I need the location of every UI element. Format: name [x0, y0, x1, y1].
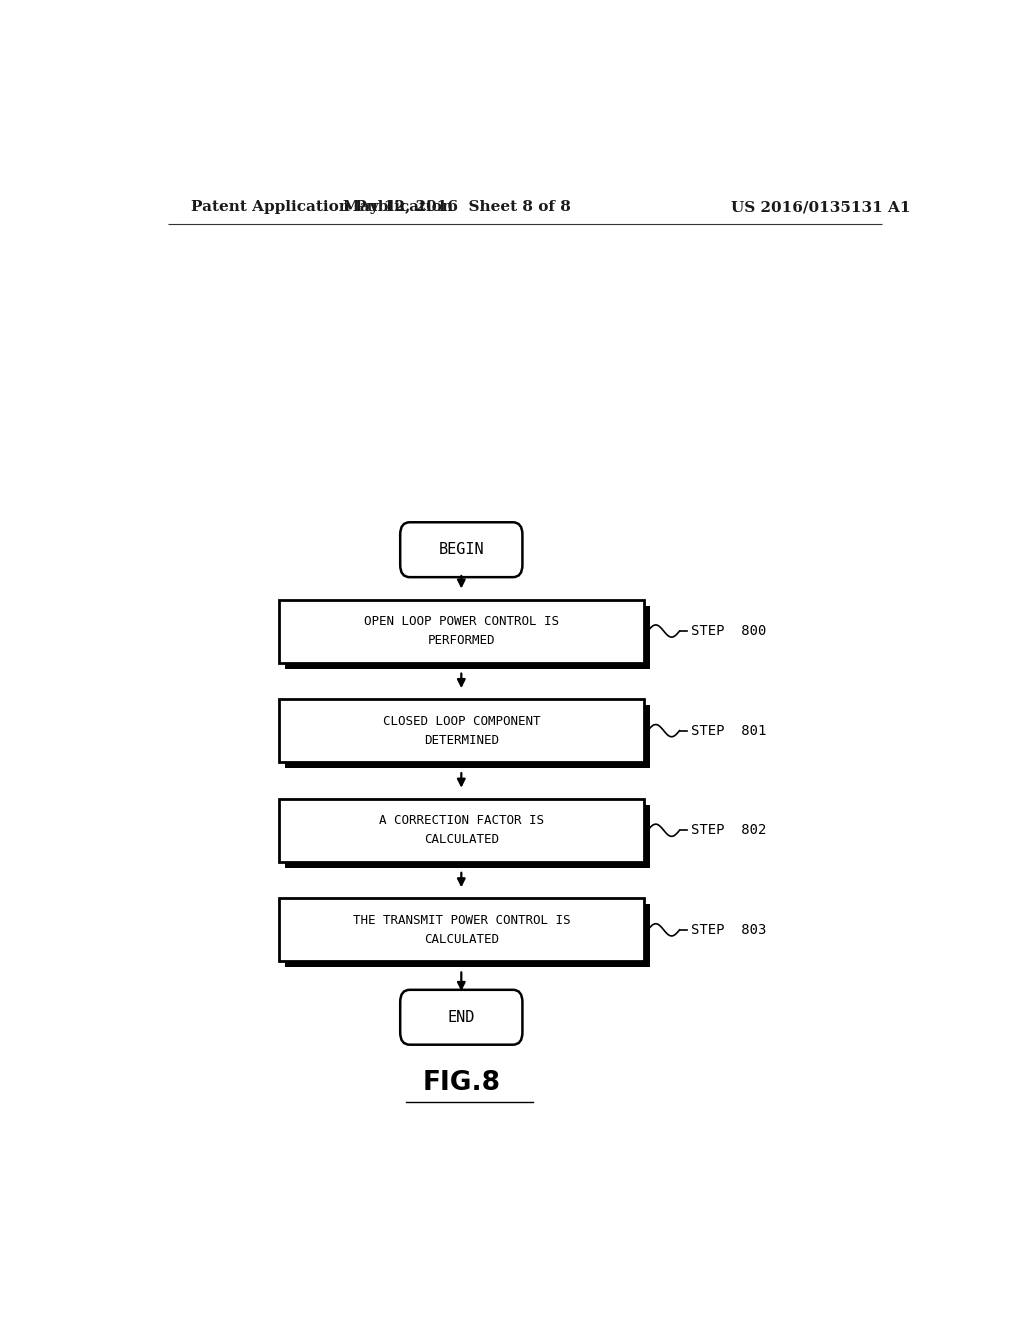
- Text: Patent Application Publication: Patent Application Publication: [191, 201, 454, 214]
- Text: END: END: [447, 1010, 475, 1024]
- FancyBboxPatch shape: [285, 705, 650, 768]
- FancyBboxPatch shape: [279, 899, 644, 961]
- FancyBboxPatch shape: [279, 700, 644, 762]
- FancyBboxPatch shape: [285, 904, 650, 968]
- Text: STEP  800: STEP 800: [691, 624, 767, 638]
- FancyBboxPatch shape: [400, 990, 522, 1044]
- Text: May 12, 2016  Sheet 8 of 8: May 12, 2016 Sheet 8 of 8: [343, 201, 571, 214]
- Text: BEGIN: BEGIN: [438, 543, 484, 557]
- Text: US 2016/0135131 A1: US 2016/0135131 A1: [731, 201, 910, 214]
- FancyBboxPatch shape: [285, 606, 650, 669]
- Text: STEP  802: STEP 802: [691, 824, 767, 837]
- Text: OPEN LOOP POWER CONTROL IS
PERFORMED: OPEN LOOP POWER CONTROL IS PERFORMED: [364, 615, 559, 647]
- Text: THE TRANSMIT POWER CONTROL IS
CALCULATED: THE TRANSMIT POWER CONTROL IS CALCULATED: [352, 913, 570, 946]
- FancyBboxPatch shape: [279, 799, 644, 862]
- FancyBboxPatch shape: [285, 805, 650, 867]
- Text: STEP  801: STEP 801: [691, 723, 767, 738]
- Text: CLOSED LOOP COMPONENT
DETERMINED: CLOSED LOOP COMPONENT DETERMINED: [383, 714, 540, 747]
- Text: A CORRECTION FACTOR IS
CALCULATED: A CORRECTION FACTOR IS CALCULATED: [379, 814, 544, 846]
- FancyBboxPatch shape: [400, 523, 522, 577]
- Text: FIG.8: FIG.8: [422, 1071, 501, 1097]
- FancyBboxPatch shape: [279, 599, 644, 663]
- Text: STEP  803: STEP 803: [691, 923, 767, 937]
